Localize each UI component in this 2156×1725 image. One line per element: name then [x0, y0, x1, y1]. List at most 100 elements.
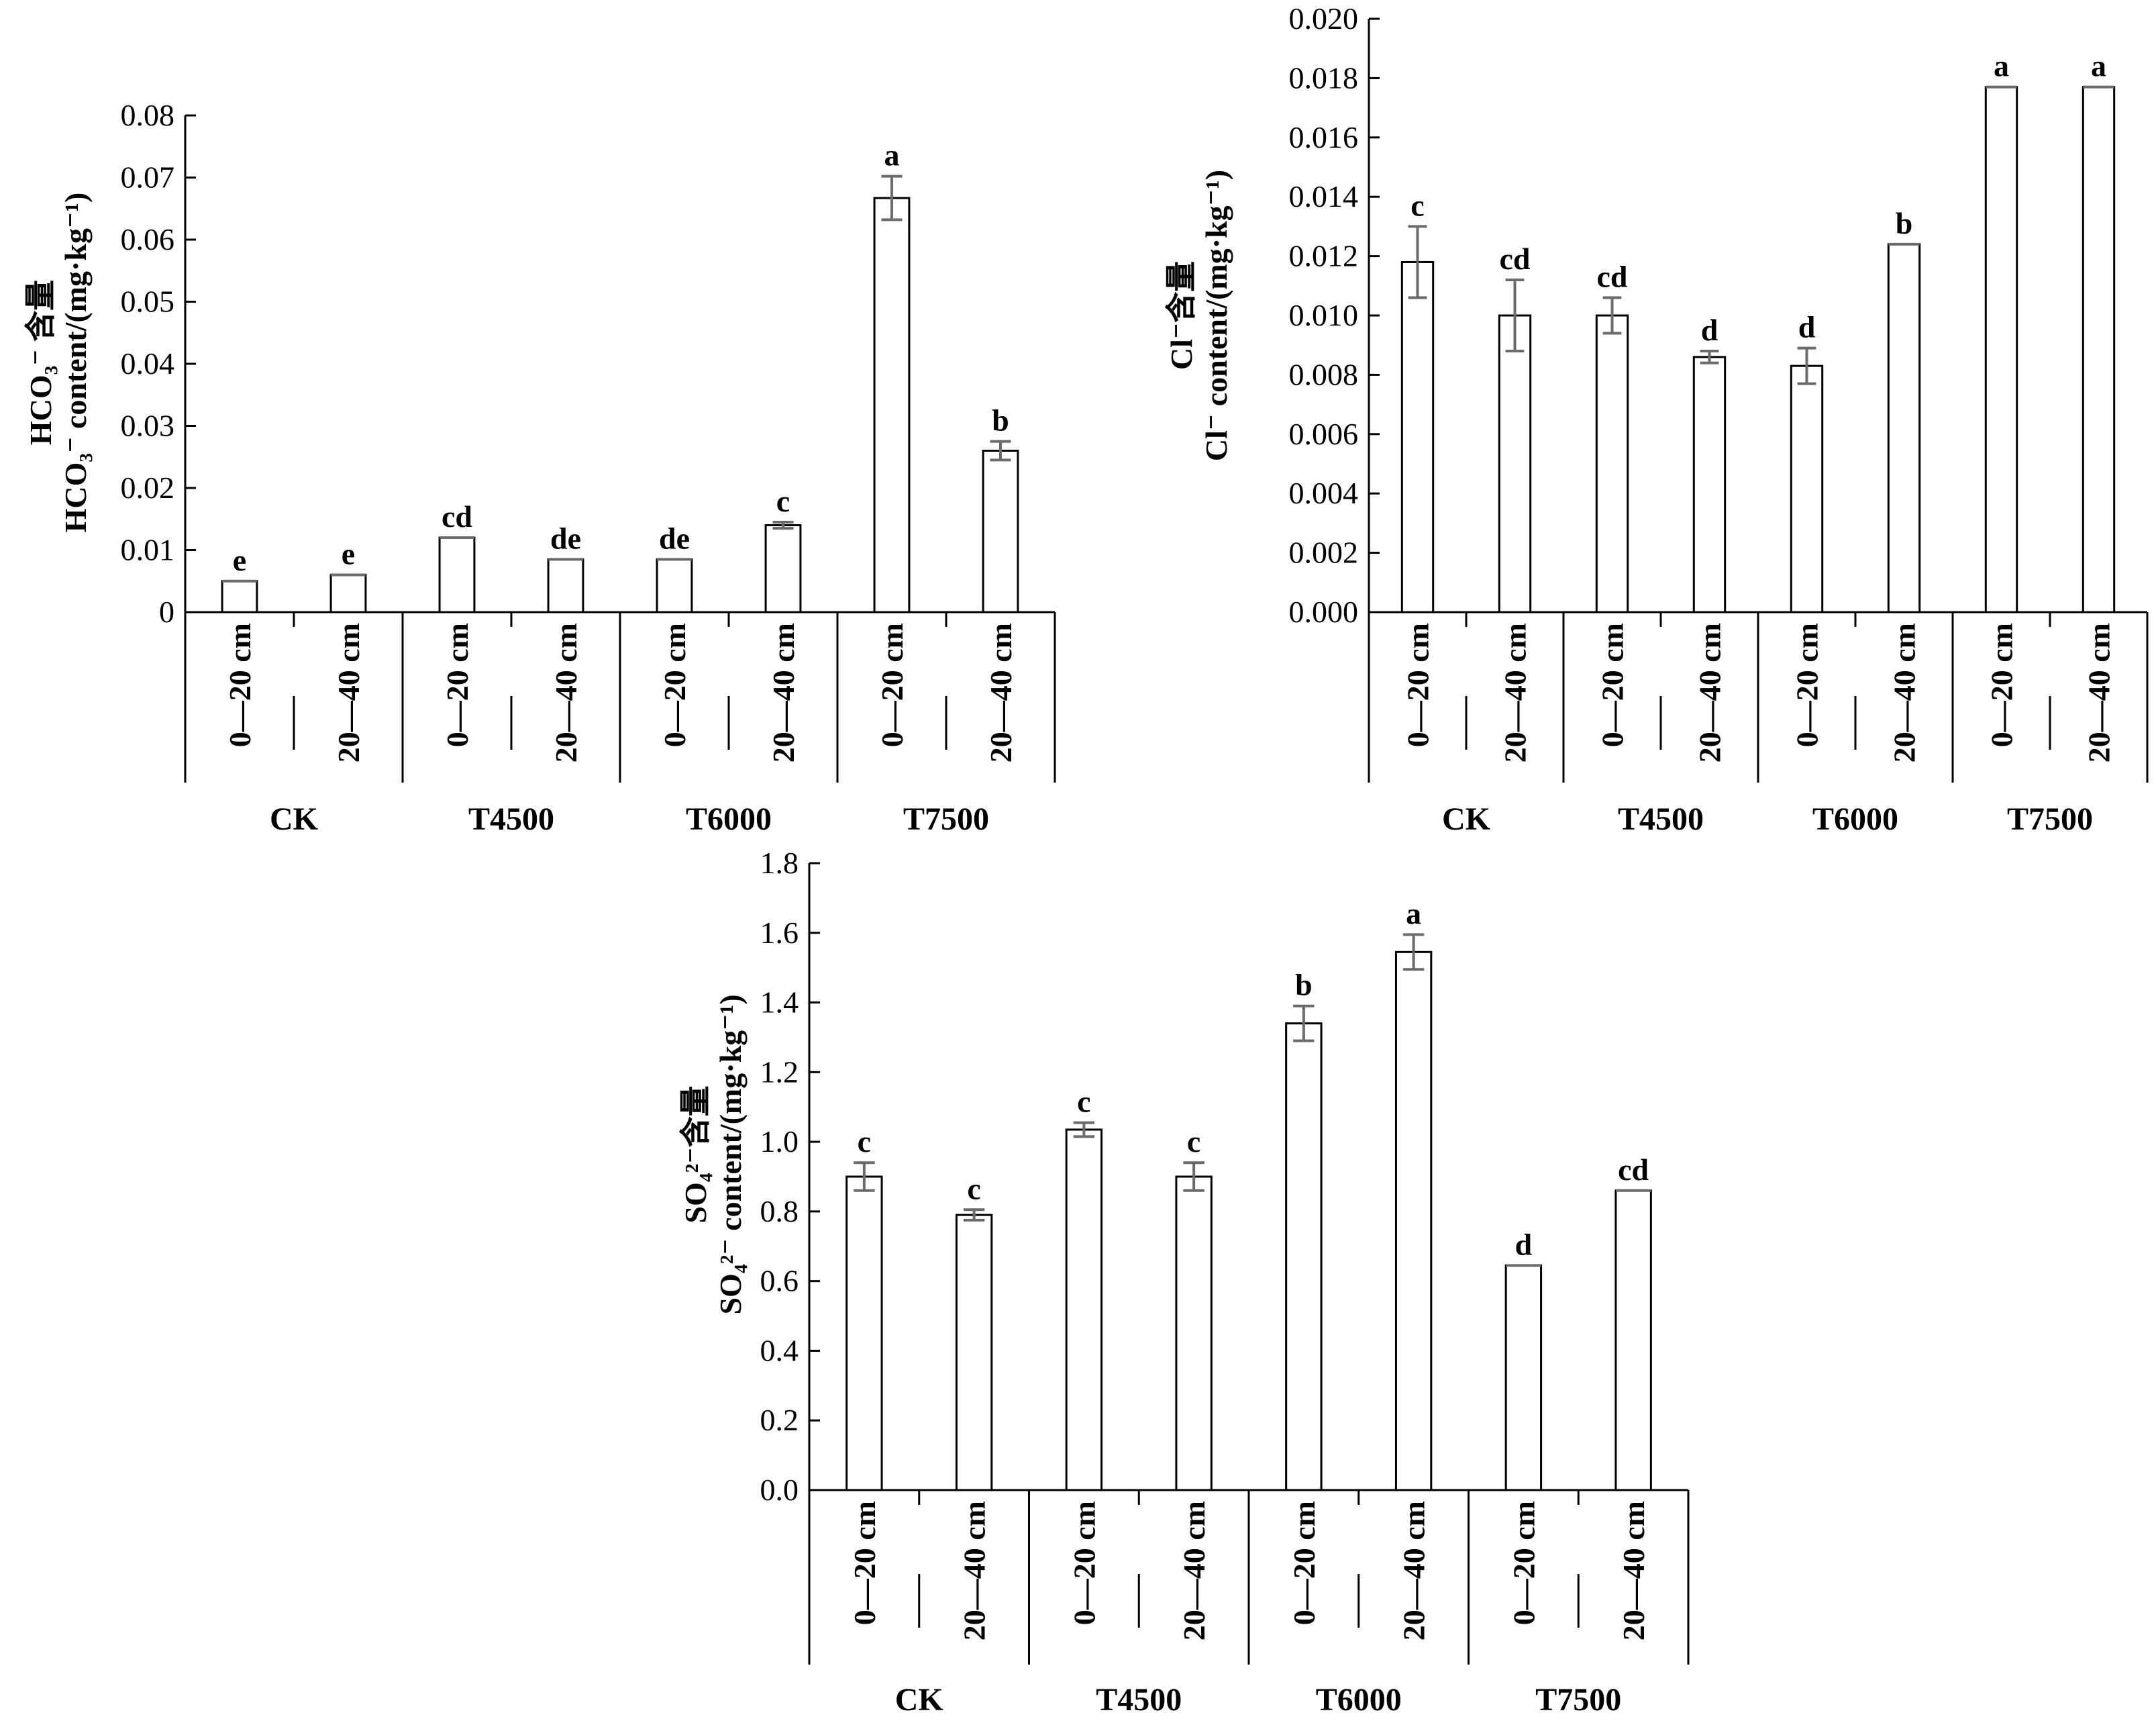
- group-label: T7500: [2007, 801, 2093, 837]
- y-tick-label: 0.6: [760, 1264, 799, 1298]
- x-category-label: 20—40 cm: [1888, 623, 1922, 762]
- y-axis-title-cn: SO₄²⁻含量: [678, 1085, 713, 1223]
- group-label: T7500: [1535, 1682, 1621, 1718]
- y-tick-label: 0.016: [1289, 120, 1359, 154]
- y-tick-label: 0.03: [121, 409, 175, 443]
- y-tick-label: 0.018: [1289, 60, 1359, 95]
- x-category-label: 0—20 cm: [875, 623, 909, 747]
- group-label: T6000: [1316, 1682, 1402, 1718]
- group-label: T6000: [686, 801, 772, 837]
- bar: [764, 524, 802, 613]
- x-category-label: 20—40 cm: [2082, 623, 2116, 762]
- y-axis-title-en: HCO₃⁻ content/(mg·kg⁻¹): [58, 193, 93, 533]
- y-tick-label: 0.020: [1289, 1, 1359, 36]
- x-category-label: 20—40 cm: [766, 623, 801, 762]
- y-tick-label: 0.8: [760, 1194, 799, 1228]
- group-label: T7500: [903, 801, 989, 837]
- significance-label: c: [1077, 1085, 1090, 1119]
- group-label: T6000: [1812, 801, 1898, 837]
- y-tick-label: 0.01: [121, 533, 175, 567]
- y-tick-label: 1.0: [760, 1124, 799, 1159]
- group-label: CK: [270, 801, 318, 837]
- x-category-label: 0—20 cm: [223, 623, 257, 747]
- x-category-label: 20—40 cm: [958, 1501, 992, 1640]
- y-tick-label: 0.000: [1289, 595, 1359, 629]
- bar: [1285, 1022, 1323, 1491]
- bar: [1614, 1189, 1652, 1491]
- significance-label: e: [233, 543, 246, 577]
- bar: [1887, 243, 1921, 613]
- y-tick-label: 1.8: [760, 846, 799, 880]
- significance-label: d: [1515, 1227, 1533, 1261]
- x-category-label: 20—40 cm: [331, 623, 366, 762]
- bar: [955, 1214, 993, 1491]
- significance-label: d: [1798, 310, 1816, 344]
- y-tick-label: 0: [159, 595, 174, 629]
- x-category-label: 20—40 cm: [1693, 623, 1727, 762]
- y-tick-label: 1.4: [760, 985, 799, 1020]
- x-category-label: 0—20 cm: [1067, 1501, 1101, 1625]
- y-tick-label: 0.04: [121, 346, 175, 381]
- x-category-label: 0—20 cm: [848, 1501, 882, 1625]
- significance-label: b: [992, 403, 1009, 438]
- x-category-label: 20—40 cm: [549, 623, 583, 762]
- y-axis-title-en: SO₄²⁻ content/(mg·kg⁻¹): [713, 994, 748, 1314]
- y-tick-label: 1.6: [760, 916, 799, 950]
- bar: [329, 574, 367, 613]
- x-category-label: 0—20 cm: [440, 623, 474, 747]
- significance-label: a: [884, 138, 900, 172]
- bar: [1984, 86, 2018, 613]
- bar: [1065, 1128, 1103, 1491]
- bar: [438, 536, 476, 613]
- y-tick-label: 0.002: [1289, 536, 1359, 570]
- bar: [2082, 86, 2116, 613]
- y-axis-title-cn: HCO₃⁻ 含量: [23, 280, 58, 445]
- y-tick-label: 0.008: [1289, 357, 1359, 391]
- group-label: T4500: [468, 801, 554, 837]
- y-tick-label: 0.07: [121, 160, 175, 195]
- bar: [873, 197, 911, 613]
- bar: [1790, 364, 1824, 613]
- bar: [982, 450, 1019, 613]
- significance-label: c: [776, 484, 790, 518]
- x-category-label: 0—20 cm: [1790, 623, 1825, 747]
- y-tick-label: 0.014: [1289, 179, 1359, 213]
- y-axis-title-en: Cl⁻ content/(mg·kg⁻¹): [1199, 170, 1233, 461]
- significance-label: cd: [442, 499, 472, 534]
- significance-label: a: [2091, 49, 2106, 83]
- y-tick-label: 0.02: [121, 471, 175, 505]
- significance-label: c: [1187, 1124, 1200, 1159]
- significance-label: c: [858, 1124, 871, 1159]
- group-label: T4500: [1618, 801, 1704, 837]
- chart-panel-3: 0.0 0.2 0.4 0.6 0.8 1.0 1.2 1.4 1.6 1.8 c 0—20 cm c 2…: [678, 846, 1690, 1718]
- significance-label: cd: [1597, 259, 1628, 293]
- chart-panel-2: 0.000 0.002 0.004 0.006 0.008 0.010 0.012 0.014…: [1164, 1, 2149, 837]
- bar: [221, 580, 258, 613]
- group-label: CK: [1442, 801, 1490, 837]
- bar: [1400, 260, 1435, 613]
- bar: [1504, 1264, 1543, 1491]
- x-category-label: 0—20 cm: [1506, 1501, 1541, 1625]
- y-tick-label: 0.004: [1289, 476, 1359, 510]
- y-tick-label: 0.010: [1289, 298, 1359, 332]
- x-category-label: 0—20 cm: [1287, 1501, 1321, 1625]
- significance-label: b: [1896, 206, 1913, 240]
- x-category-label: 20—40 cm: [1177, 1501, 1211, 1640]
- y-tick-label: 0.06: [121, 222, 175, 256]
- significance-label: de: [659, 521, 690, 555]
- x-category-label: 0—20 cm: [1401, 623, 1435, 747]
- significance-label: c: [967, 1171, 980, 1205]
- significance-label: cd: [1500, 242, 1531, 276]
- significance-label: a: [1406, 896, 1421, 930]
- y-tick-label: 0.006: [1289, 417, 1359, 451]
- x-category-label: 20—40 cm: [1498, 623, 1533, 762]
- y-tick-label: 0.012: [1289, 239, 1359, 273]
- y-tick-label: 0.4: [760, 1333, 799, 1367]
- x-category-label: 0—20 cm: [1985, 623, 2019, 747]
- group-label: T4500: [1096, 1682, 1182, 1718]
- significance-label: b: [1295, 968, 1313, 1002]
- significance-label: e: [342, 537, 355, 571]
- y-tick-label: 0.2: [760, 1403, 799, 1437]
- y-axis-title-cn: Cl⁻含量: [1164, 261, 1198, 370]
